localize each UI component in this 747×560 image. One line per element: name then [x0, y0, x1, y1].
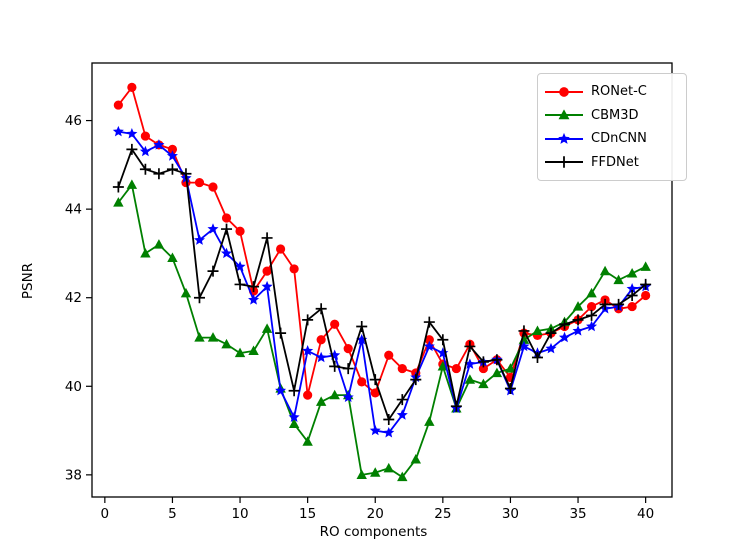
series-line	[118, 130, 646, 434]
y-axis-label: PSNR	[20, 262, 36, 300]
y-tick-label: 42	[65, 290, 82, 306]
star-icon	[545, 132, 583, 144]
legend-item-RONet-C: RONet-C	[544, 80, 678, 104]
series-CBM3D	[113, 179, 651, 482]
x-tick-label: 35	[569, 506, 586, 522]
y-tick-label: 46	[65, 113, 82, 129]
series-line	[117, 183, 647, 479]
y-tick-label: 40	[65, 379, 82, 395]
x-tick-label: 25	[434, 506, 451, 522]
x-tick-label: 5	[168, 506, 177, 522]
legend-label: CBM3D	[591, 107, 639, 123]
series-line	[117, 148, 647, 421]
x-tick-label: 10	[231, 506, 248, 522]
circle-icon	[545, 86, 583, 97]
series-line	[117, 86, 647, 397]
x-tick-label: 30	[502, 506, 519, 522]
series-FFDNet	[112, 143, 652, 425]
x-tick-label: 15	[299, 506, 316, 522]
legend-label: FFDNet	[591, 154, 639, 170]
series-CDnCNN	[112, 125, 652, 438]
x-tick-label: 20	[367, 506, 384, 522]
plot-frame	[91, 62, 673, 498]
triangle-icon	[545, 109, 583, 120]
x-tick-label: 0	[101, 506, 110, 522]
legend-item-CDnCNN: CDnCNN	[544, 127, 678, 151]
legend: RONet-C CBM3D CDnCNN FFDNet	[537, 73, 687, 181]
legend-item-FFDNet: FFDNet	[544, 151, 678, 175]
x-tick-label: 40	[637, 506, 654, 522]
plus-icon	[545, 156, 583, 169]
legend-label: RONet-C	[591, 84, 647, 100]
y-tick-label: 38	[65, 467, 82, 483]
legend-item-CBM3D: CBM3D	[544, 104, 678, 128]
legend-label: CDnCNN	[591, 131, 647, 147]
y-tick-label: 44	[65, 202, 82, 218]
x-axis-label: RO components	[319, 524, 428, 540]
